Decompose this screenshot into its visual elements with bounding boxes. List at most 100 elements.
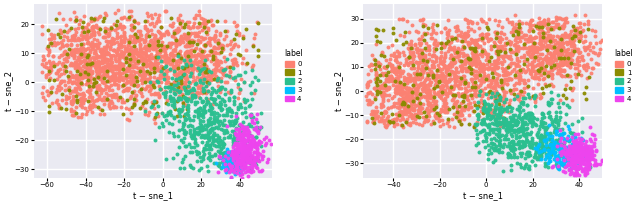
Point [418, 66, 428, 69]
Point [577, 131, 587, 134]
Point [142, 85, 152, 88]
Point [575, 38, 585, 41]
Point [49, 36, 59, 40]
Point [497, 46, 507, 49]
Point [374, 119, 384, 122]
Point [464, 65, 474, 68]
Point [563, 168, 573, 172]
Point [393, 113, 403, 116]
Point [99, 55, 109, 58]
Point [540, 57, 550, 60]
Point [525, 120, 535, 124]
Point [94, 61, 104, 64]
Point [197, 76, 207, 80]
Point [530, 74, 540, 77]
Point [134, 50, 145, 53]
Point [149, 70, 159, 73]
Point [530, 64, 540, 67]
Point [225, 91, 236, 95]
Point [362, 83, 372, 86]
Point [225, 162, 236, 166]
Point [182, 67, 193, 70]
Point [81, 112, 92, 115]
Point [230, 165, 240, 169]
Point [415, 73, 425, 76]
Point [152, 46, 163, 49]
Point [110, 95, 120, 98]
Point [221, 128, 232, 131]
Point [45, 91, 56, 94]
Point [196, 113, 207, 116]
Point [46, 65, 56, 69]
Point [140, 62, 150, 65]
Point [183, 109, 193, 112]
Point [131, 75, 141, 79]
Point [66, 27, 76, 30]
Point [53, 70, 63, 73]
Point [488, 112, 498, 115]
Point [189, 145, 199, 149]
Point [452, 99, 462, 102]
Point [419, 38, 429, 42]
Point [194, 126, 204, 129]
Point [241, 147, 251, 151]
Point [564, 42, 575, 45]
Point [510, 129, 520, 132]
Point [157, 65, 167, 69]
Point [84, 78, 94, 81]
Point [523, 167, 533, 170]
Point [530, 55, 540, 58]
Point [552, 130, 563, 133]
Point [111, 65, 122, 68]
Point [549, 55, 559, 58]
Point [536, 38, 547, 41]
Point [141, 64, 152, 67]
Point [453, 92, 463, 95]
Point [95, 74, 105, 78]
Point [414, 102, 424, 105]
Point [115, 75, 125, 78]
Point [175, 54, 185, 57]
Point [240, 142, 250, 146]
Point [540, 158, 550, 161]
Point [371, 76, 381, 79]
Point [499, 123, 509, 126]
Point [138, 74, 148, 78]
Point [497, 84, 508, 87]
Point [164, 96, 175, 99]
Point [542, 138, 552, 141]
Point [591, 148, 601, 152]
Point [94, 56, 104, 59]
Point [138, 50, 148, 54]
Point [488, 67, 498, 71]
Point [243, 128, 253, 131]
Point [511, 22, 521, 25]
Point [470, 143, 481, 146]
Point [461, 33, 472, 36]
Point [244, 141, 255, 144]
Point [134, 90, 144, 93]
Point [378, 114, 388, 117]
Point [517, 146, 527, 149]
Point [565, 58, 575, 61]
Point [426, 96, 436, 99]
Point [363, 91, 373, 94]
Point [196, 76, 206, 80]
Point [553, 41, 563, 44]
Point [447, 38, 457, 41]
Point [122, 80, 132, 83]
Point [79, 69, 89, 72]
Point [547, 120, 557, 124]
Point [229, 95, 239, 99]
Point [178, 67, 188, 70]
Point [122, 17, 132, 20]
Point [488, 67, 499, 70]
Point [128, 60, 138, 63]
Point [213, 79, 223, 82]
Point [88, 25, 99, 28]
Point [173, 63, 183, 67]
Point [234, 31, 244, 34]
Point [461, 88, 471, 91]
Point [562, 73, 572, 76]
Point [83, 73, 93, 77]
